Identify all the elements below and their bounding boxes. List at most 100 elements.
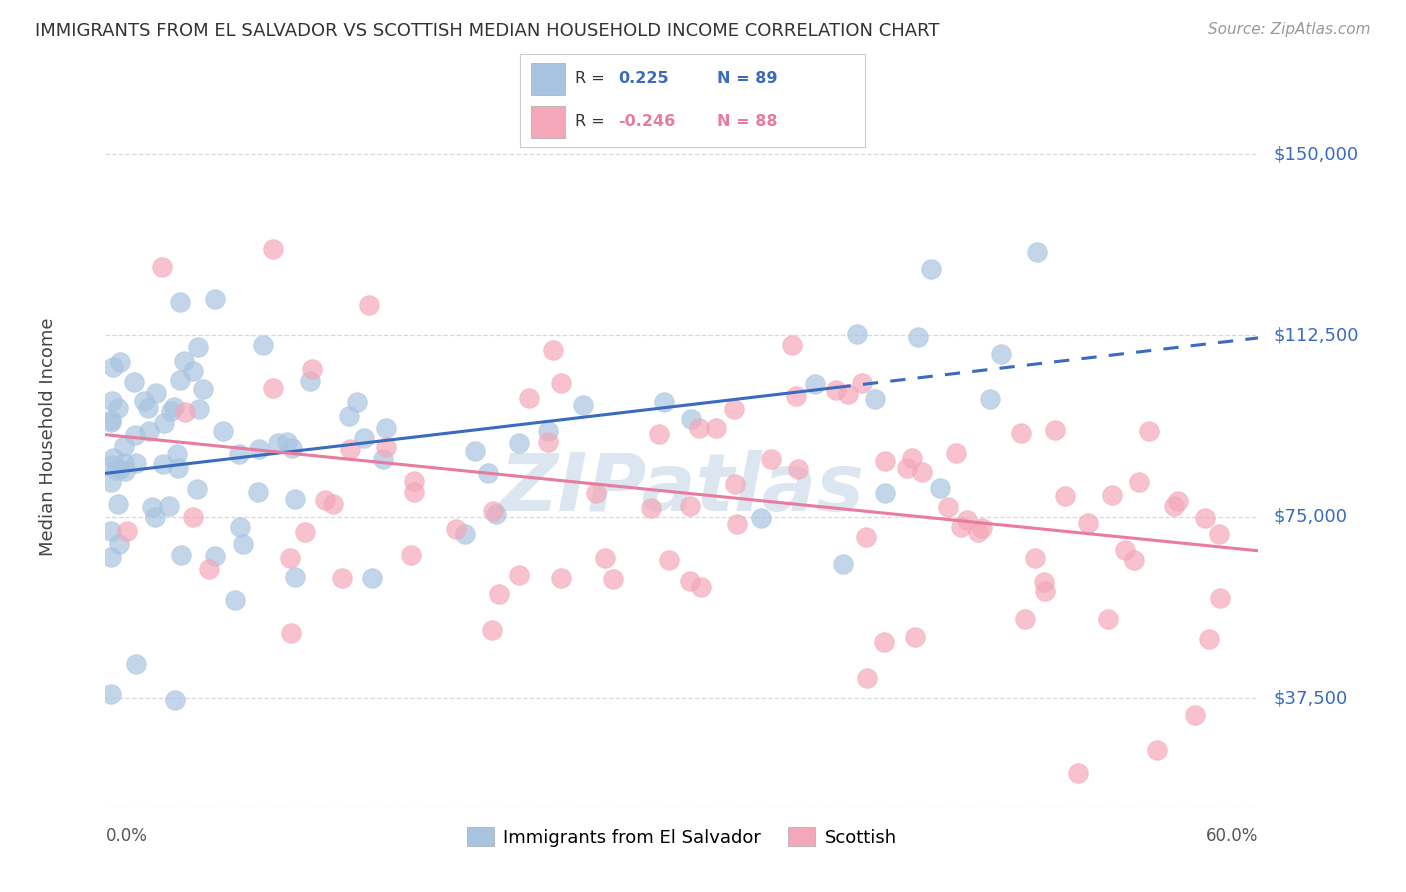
Point <box>181 509 204 524</box>
Point <box>690 580 713 594</box>
Point <box>280 442 302 456</box>
Point <box>648 426 671 441</box>
Point <box>704 421 727 435</box>
Bar <box>530 63 565 95</box>
Point <box>825 384 848 398</box>
Point <box>100 413 122 427</box>
Point <box>173 354 195 368</box>
Point <box>1146 742 1168 756</box>
Legend: Immigrants from El Salvador, Scottish: Immigrants from El Salvador, Scottish <box>460 820 904 854</box>
Point <box>855 671 877 685</box>
Point <box>681 412 703 426</box>
Point <box>212 424 235 438</box>
Point <box>107 401 129 415</box>
Point <box>863 392 886 406</box>
Point <box>204 549 226 563</box>
Point <box>1208 591 1230 605</box>
Point <box>787 461 810 475</box>
Point <box>550 571 572 585</box>
Point <box>873 454 896 468</box>
Point <box>353 431 375 445</box>
Text: N = 89: N = 89 <box>717 71 778 87</box>
Point <box>950 520 973 534</box>
Point <box>1097 612 1119 626</box>
Point <box>477 467 499 481</box>
Point <box>198 562 221 576</box>
Point <box>1032 575 1054 590</box>
Point <box>571 398 593 412</box>
Point <box>100 415 122 429</box>
Point <box>276 435 298 450</box>
Point <box>749 510 772 524</box>
Point <box>1194 510 1216 524</box>
Point <box>114 464 136 478</box>
Text: IMMIGRANTS FROM EL SALVADOR VS SCOTTISH MEDIAN HOUSEHOLD INCOME CORRELATION CHAR: IMMIGRANTS FROM EL SALVADOR VS SCOTTISH … <box>35 22 939 40</box>
Point <box>114 456 136 470</box>
Point <box>855 530 877 544</box>
Point <box>1033 584 1056 599</box>
Point <box>361 571 384 585</box>
Point <box>907 330 929 344</box>
Point <box>283 569 305 583</box>
Point <box>141 500 163 514</box>
Point <box>723 402 745 417</box>
Point <box>1026 245 1049 260</box>
Text: 0.225: 0.225 <box>619 71 669 87</box>
Point <box>107 497 129 511</box>
Point <box>585 485 607 500</box>
Point <box>357 298 380 312</box>
Point <box>322 497 344 511</box>
Point <box>979 392 1001 407</box>
Point <box>837 387 859 401</box>
Point <box>124 427 146 442</box>
Point <box>150 260 173 274</box>
Point <box>374 420 396 434</box>
Point <box>724 476 747 491</box>
Point <box>252 338 274 352</box>
Point <box>187 340 209 354</box>
Point <box>153 416 176 430</box>
Text: $37,500: $37,500 <box>1274 690 1348 707</box>
Text: $112,500: $112,500 <box>1274 326 1360 344</box>
Point <box>160 404 183 418</box>
Point <box>640 500 662 515</box>
Point <box>101 360 124 375</box>
Point <box>485 507 508 521</box>
Point <box>330 571 353 585</box>
Point <box>373 452 395 467</box>
Point <box>157 500 180 514</box>
Point <box>444 522 467 536</box>
Point <box>804 377 827 392</box>
Point <box>1010 426 1032 441</box>
Text: $75,000: $75,000 <box>1274 508 1348 526</box>
Point <box>725 516 748 531</box>
Point <box>679 574 702 588</box>
Point <box>1067 766 1090 780</box>
Point <box>966 524 988 539</box>
Point <box>945 446 967 460</box>
Point <box>136 401 159 415</box>
Text: $150,000: $150,000 <box>1274 145 1358 163</box>
Point <box>314 493 336 508</box>
Point <box>488 587 510 601</box>
Point <box>167 460 190 475</box>
Point <box>896 460 918 475</box>
Point <box>262 242 284 256</box>
Point <box>1123 553 1146 567</box>
Point <box>262 382 284 396</box>
Point <box>1077 516 1099 531</box>
Point <box>374 440 396 454</box>
Point <box>105 462 128 476</box>
Point <box>920 262 942 277</box>
Point <box>404 474 426 488</box>
Point <box>108 461 131 475</box>
Point <box>1014 612 1036 626</box>
Point <box>911 465 934 479</box>
Point <box>229 520 252 534</box>
Point <box>652 395 675 409</box>
Point <box>785 389 807 403</box>
Text: R =: R = <box>575 71 605 87</box>
Point <box>782 337 804 351</box>
Point <box>936 500 959 514</box>
Point <box>174 405 197 419</box>
